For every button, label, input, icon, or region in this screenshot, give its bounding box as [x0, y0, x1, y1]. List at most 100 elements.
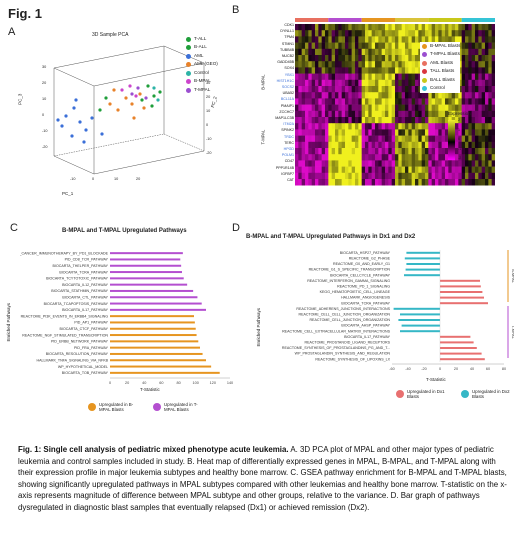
heatmap-cell [455, 135, 459, 143]
heatmap-cell [315, 135, 319, 143]
pca-y-tick: 0 [206, 123, 209, 127]
heatmap-cell [468, 129, 472, 136]
heatmap-cell [438, 110, 442, 118]
heatmap-cell [478, 172, 482, 180]
pathway-label: BIOCARTA_AHSP_PATHWAY [341, 324, 390, 328]
heatmap-gene-label: TERC [284, 140, 294, 145]
heatmap-cell [388, 98, 392, 105]
heatmap-cell [368, 154, 372, 161]
heatmap-cell [421, 104, 426, 112]
heatmap-cell [361, 30, 366, 37]
heatmap-cell [328, 61, 332, 68]
pathway-label: BIOCARTA_STATHMIN_PATHWAY [51, 289, 108, 293]
pathway-label: REACTOME_G1_S_SPECIFIC_TRANSCRIPTION [309, 268, 391, 272]
heatmap-cell [465, 42, 469, 50]
heatmap-cell [338, 30, 342, 37]
heatmap-cell [338, 129, 342, 136]
heatmap-cell [388, 123, 392, 130]
heatmap-cell [321, 160, 326, 167]
heatmap-cell [428, 98, 432, 105]
heatmap-cell [321, 104, 326, 112]
heatmap-cell [345, 172, 349, 180]
heatmap-cell [348, 123, 352, 130]
heatmap-cell [475, 166, 479, 174]
heatmap-cell [418, 141, 422, 149]
heatmap-cell [475, 160, 479, 167]
heatmap-cell [321, 36, 326, 43]
heatmap-cell [311, 42, 316, 50]
heatmap-cell [475, 148, 479, 155]
heatmap-cell [401, 160, 406, 167]
heatmap-cell [481, 104, 486, 112]
heatmap-cell [301, 48, 306, 56]
heatmap-cell [395, 148, 399, 155]
heatmap-cell [355, 73, 359, 81]
heatmap-cell [458, 160, 462, 167]
heatmap-cell [391, 141, 396, 149]
heatmap-cell [475, 73, 479, 81]
heatmap-cell [398, 36, 402, 43]
heatmap-cell [478, 123, 482, 130]
heatmap-cell [311, 123, 316, 130]
heatmap-legend-item: AML Blasts [420, 59, 461, 68]
heatmap-cell [458, 141, 462, 149]
panel-d-title: B-MPAL and T-MPAL Upregulated Pathways i… [246, 234, 416, 240]
heatmap-cell [445, 148, 449, 155]
pathway-bar [398, 319, 440, 321]
legend-dot-icon [396, 390, 404, 399]
heatmap-cell [331, 67, 336, 74]
heatmap-cell [418, 129, 422, 136]
heatmap-cell [311, 154, 316, 161]
heatmap-cell [318, 110, 322, 118]
pathway-label: REACTOME_PROSTANOID_LIGAND_RECEPTORS [305, 341, 391, 345]
pca-y-tick: 10 [206, 109, 211, 113]
heatmap-cell [358, 86, 362, 93]
heatmap-cell [395, 48, 399, 56]
heatmap-cell [401, 48, 406, 56]
heatmap-cell [488, 141, 492, 149]
heatmap-cell [415, 79, 419, 87]
heatmap-cell [375, 110, 379, 118]
heatmap-cell [378, 24, 382, 31]
heatmap-cell [368, 86, 372, 93]
heatmap-cell [418, 148, 422, 155]
heatmap-cell [301, 117, 306, 124]
heatmap-cell [478, 154, 482, 161]
heatmap-cell [468, 67, 472, 74]
heatmap-cell [305, 172, 309, 180]
heatmap-cell [401, 79, 406, 87]
heatmap-cell [328, 179, 332, 186]
pathway-bar [440, 352, 482, 355]
heatmap-cell [298, 55, 302, 62]
pathway-label: BIOCARTA_CTL_PATHWAY [62, 296, 108, 300]
heatmap-cell [448, 179, 452, 186]
heatmap-cell [395, 79, 399, 87]
heatmap-cell [455, 92, 459, 99]
heatmap-cell [358, 24, 362, 31]
heatmap-cell [355, 79, 359, 87]
heatmap-cell [371, 55, 376, 62]
heatmap-cell [368, 141, 372, 149]
heatmap-cell [308, 123, 312, 130]
heatmap-cell [435, 24, 439, 31]
heatmap-cell [341, 141, 346, 149]
heatmap-cell [488, 148, 492, 155]
heatmap-cell [301, 129, 306, 136]
heatmap-cell [368, 104, 372, 112]
heatmap-cell [465, 141, 469, 149]
heatmap-cell [475, 123, 479, 130]
heatmap-cell [305, 79, 309, 87]
heatmap-cell [305, 154, 309, 161]
heatmap-cell [338, 160, 342, 167]
heatmap-cell [345, 104, 349, 112]
heatmap-legend-item: T-MPAL Blasts [420, 50, 461, 59]
heatmap-cell [305, 123, 309, 130]
heatmap-cell [468, 79, 472, 87]
heatmap-cell [341, 55, 346, 62]
heatmap-cell [418, 117, 422, 124]
heatmap-cell [381, 55, 386, 62]
heatmap-cell [305, 129, 309, 136]
heatmap-cell [315, 117, 319, 124]
heatmap-cell [315, 86, 319, 93]
heatmap-cell [465, 172, 469, 180]
